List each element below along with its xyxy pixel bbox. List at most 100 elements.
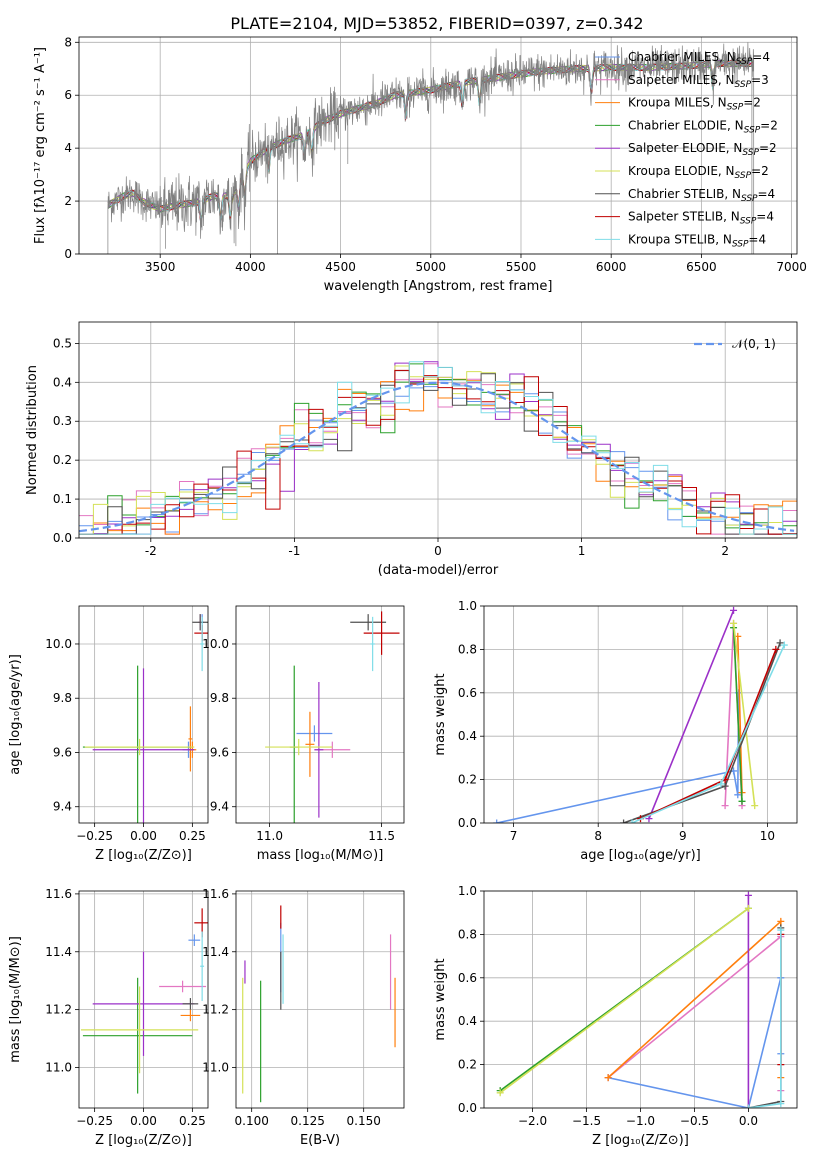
weight-marker	[777, 917, 785, 925]
x-tick-label: -1	[288, 544, 300, 558]
spectrum-legend: Chabrier MILES, NSSP=4 Salpeter MILES, NS…	[595, 50, 778, 249]
mass-vs-z-plot	[80, 908, 208, 1094]
x-axis-label: Z [log₁₀(Z/Z⊙)]	[592, 1133, 689, 1148]
x-tick-label: 4500	[325, 260, 356, 274]
x-axis-label: E(B-V)	[300, 1133, 340, 1148]
legend-entry: Kroupa ELODIE, NSSP=2	[628, 164, 769, 181]
massweight-vs-z-plot	[496, 891, 785, 1108]
axes-frame	[235, 890, 405, 1109]
weight-marker	[496, 1089, 504, 1097]
legend-entry: Chabrier STELIB, NSSP=4	[628, 187, 775, 204]
y-tick-label: 0.0	[458, 1101, 477, 1115]
weight-marker	[744, 904, 752, 912]
x-tick-label: 7	[510, 829, 518, 843]
y-tick-label: 0	[64, 247, 72, 261]
weight-series-3	[732, 627, 743, 802]
weight-series-0	[496, 692, 740, 823]
x-tick-label: 6000	[596, 260, 627, 274]
weight-marker	[604, 1074, 612, 1082]
residual-histogram-0	[79, 379, 797, 535]
y-tick-label: 0.0	[458, 816, 477, 830]
data-point-2	[180, 1009, 201, 1022]
legend-entry: Salpeter STELIB, NSSP=4	[628, 210, 774, 227]
y-axis-label: mass weight	[433, 958, 448, 1040]
y-tick-label: 8	[64, 35, 72, 49]
y-tick-label: 0.6	[458, 686, 477, 700]
mass-vs-ebv-panel: 0.100 0.125 0.150 11.0 11.2 11.4 11.6 E(B-V)	[202, 887, 405, 1148]
y-tick-label: 11.0	[202, 1060, 229, 1074]
x-tick-label: 0	[434, 544, 442, 558]
x-tick-label: 3500	[145, 260, 176, 274]
x-tick-label: 0.25	[179, 829, 206, 843]
weight-series-5	[499, 907, 749, 1094]
residual-histogram-8	[79, 361, 797, 535]
y-tick-label: 1.0	[458, 884, 477, 898]
data-point-8	[200, 931, 205, 1001]
x-tick-label: 0.25	[179, 1114, 206, 1128]
y-tick-label: 11.2	[202, 1003, 229, 1017]
x-axis-label: (data-model)/error	[378, 563, 499, 578]
x-tick-label: 0.0	[739, 1114, 758, 1128]
weight-marker	[777, 926, 785, 934]
y-tick-label: 0.8	[458, 642, 477, 656]
x-tick-label: 1	[578, 544, 586, 558]
y-tick-label: 9.4	[210, 800, 229, 814]
gaussian-curve	[79, 381, 795, 533]
massweight-vs-age-plot	[493, 606, 788, 823]
y-tick-label: 10.0	[202, 637, 229, 651]
weight-marker	[772, 645, 780, 653]
weight-series-4	[648, 609, 735, 820]
legend-entry: Kroupa STELIB, NSSP=4	[628, 232, 766, 249]
y-tick-label: 11.4	[202, 945, 229, 959]
x-tick-label: 11.5	[368, 829, 395, 843]
age-vs-z-plot	[82, 614, 208, 823]
y-axis-label: mass [log₁₀(M/M⊙)]	[8, 936, 23, 1063]
y-tick-label: 0.2	[53, 453, 72, 467]
x-tick-label: 5500	[506, 260, 537, 274]
weight-marker	[751, 802, 759, 810]
y-tick-label: 0.1	[53, 492, 72, 506]
x-axis-label: Z [log₁₀(Z/Z⊙)]	[95, 1133, 192, 1148]
weight-marker	[620, 819, 628, 823]
x-tick-label: −0.25	[76, 1114, 113, 1128]
weight-marker	[717, 780, 725, 788]
data-point-0	[296, 725, 333, 742]
legend-entry: 𝒩(0, 1)	[732, 337, 776, 351]
weight-marker	[730, 619, 738, 627]
x-tick-label: 10	[760, 829, 775, 843]
y-tick-label: 11.6	[45, 887, 72, 901]
y-tick-label: 9.6	[53, 745, 72, 759]
weight-marker	[776, 639, 784, 647]
data-point-9	[192, 614, 208, 631]
x-tick-label: 9	[679, 829, 687, 843]
x-tick-label: 2	[721, 544, 729, 558]
y-tick-label: 11.0	[45, 1060, 72, 1074]
axes-frame	[483, 605, 798, 824]
data-point-4	[92, 951, 195, 1056]
y-tick-label: 4	[64, 141, 72, 155]
y-tick-label: 11.4	[45, 945, 72, 959]
residuals-plot	[79, 361, 797, 535]
y-tick-label: 0.2	[458, 1058, 477, 1072]
y-tick-label: 6	[64, 88, 72, 102]
figure-title: PLATE=2104, MJD=53852, FIBERID=0397, z=0…	[230, 14, 643, 33]
x-axis-label: wavelength [Angstrom, rest frame]	[324, 279, 553, 294]
y-tick-label: 0.2	[458, 773, 477, 787]
massweight-vs-age-panel: 7 8 9 10 0.0 0.2 0.4 0.6 0.8 1.0 age [log₁₀(age/yr…	[433, 599, 798, 863]
observed-spectrum	[107, 42, 755, 254]
axes-frame	[78, 890, 209, 1109]
x-tick-label: −0.25	[76, 829, 113, 843]
data-point-0	[188, 934, 201, 946]
weight-marker	[744, 891, 752, 899]
data-point-8	[370, 616, 375, 672]
x-tick-label: −0.5	[680, 1114, 709, 1128]
residuals-legend: 𝒩(0, 1)	[694, 337, 776, 351]
mass-vs-ebv-plot	[242, 905, 396, 1103]
x-tick-label: 7000	[776, 260, 807, 274]
weight-marker	[734, 791, 742, 799]
y-tick-label: 2	[64, 194, 72, 208]
data-point-6	[182, 998, 199, 1010]
data-point-5	[80, 986, 199, 1074]
age-vs-mass-panel: 11.0 11.5 9.4 9.6 9.8 10.0 mass [log₁₀(M/M⊙)]	[202, 605, 405, 863]
x-tick-label: -2	[145, 544, 157, 558]
